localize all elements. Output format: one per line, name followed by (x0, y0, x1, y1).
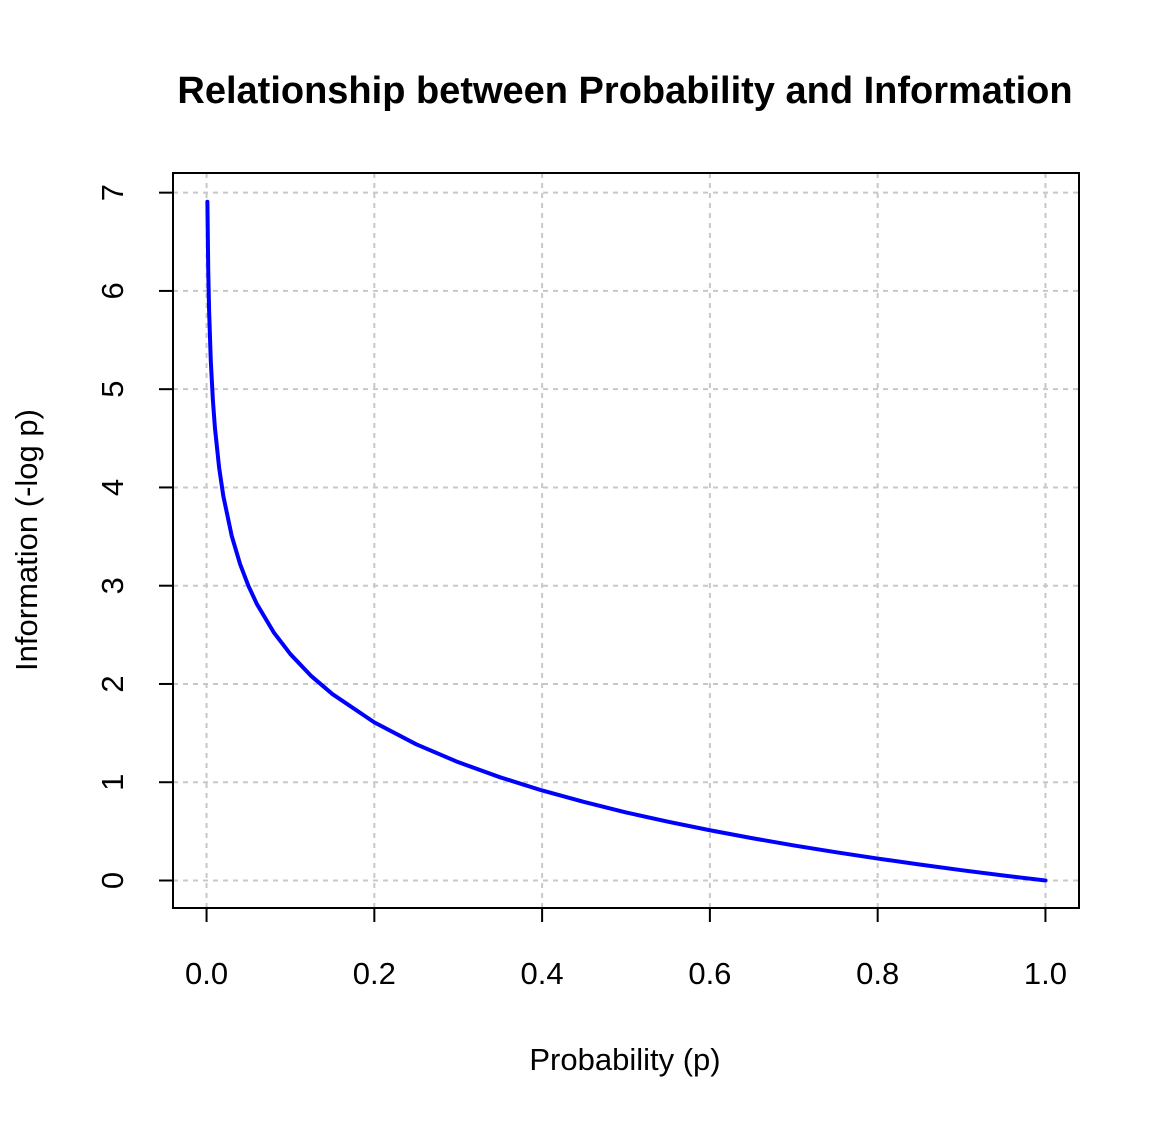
x-axis-label: Probability (p) (529, 1042, 720, 1077)
x-tick-label: 0.4 (521, 956, 564, 991)
grid-lines (173, 173, 1079, 908)
x-tick-label: 0.0 (185, 956, 228, 991)
plot-frame (172, 172, 1080, 909)
chart-title: Relationship between Probability and Inf… (177, 70, 1072, 112)
x-tick-label: 0.8 (856, 956, 899, 991)
y-tick-label: 5 (95, 381, 130, 398)
x-tick-label: 0.2 (353, 956, 396, 991)
x-tick-label: 1.0 (1024, 956, 1067, 991)
y-tick-label: 1 (95, 774, 130, 791)
series-line-0 (205, 199, 1048, 883)
y-tick-label: 4 (95, 479, 130, 496)
y-tick-label: 7 (95, 184, 130, 201)
y-tick-label: 3 (95, 577, 130, 594)
axis-ticks: 0.0 0.2 0.4 0.6 0.8 1.0 0 1 2 3 4 5 6 7 (95, 184, 1067, 991)
y-tick-label: 0 (95, 872, 130, 889)
y-tick-label: 6 (95, 282, 130, 299)
series-layer (205, 199, 1048, 883)
y-tick-label: 2 (95, 675, 130, 692)
y-axis-label: Information (-log p) (9, 409, 44, 671)
x-tick-label: 0.6 (688, 956, 731, 991)
